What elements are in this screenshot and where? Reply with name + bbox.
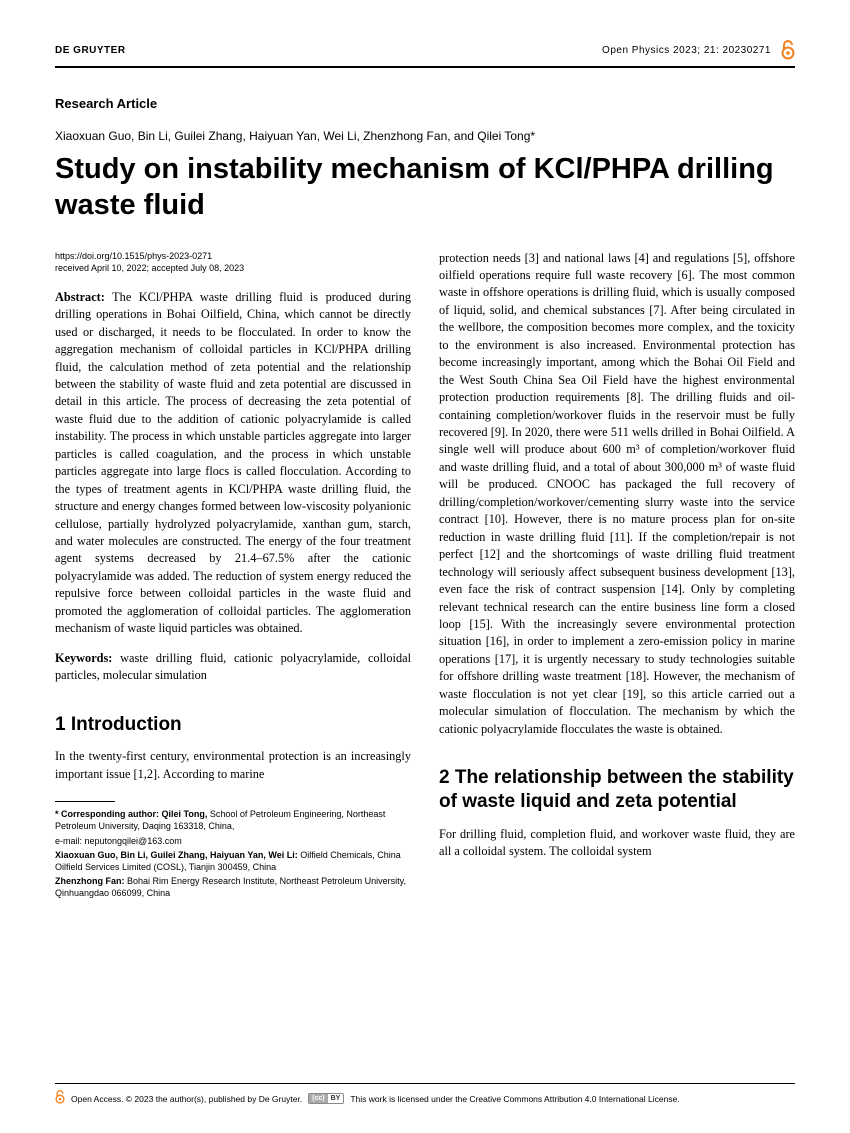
page-footer: Open Access. © 2023 the author(s), publi… <box>55 1083 795 1107</box>
footnotes: * Corresponding author: Qilei Tong, Scho… <box>55 808 411 899</box>
section-1-right-text: protection needs [3] and national laws [… <box>439 250 795 739</box>
affiliation-1: Xiaoxuan Guo, Bin Li, Guilei Zhang, Haiy… <box>55 849 411 873</box>
footnote-separator <box>55 801 115 802</box>
author-list: Xiaoxuan Guo, Bin Li, Guilei Zhang, Haiy… <box>55 129 795 143</box>
affiliation-2: Zhenzhong Fan: Bohai Rim Energy Research… <box>55 875 411 899</box>
corresponding-email: e-mail: neputongqilei@163.com <box>55 835 411 847</box>
open-access-text: Open Access. © 2023 the author(s), publi… <box>71 1094 302 1104</box>
abstract-label: Abstract: <box>55 290 105 304</box>
article-type: Research Article <box>55 96 795 111</box>
keywords-label: Keywords: <box>55 651 112 665</box>
right-column: protection needs [3] and national laws [… <box>439 250 795 902</box>
open-access-icon <box>781 40 795 60</box>
abstract: Abstract: The KCl/PHPA waste drilling fl… <box>55 289 411 638</box>
doi-link[interactable]: https://doi.org/10.1515/phys-2023-0271 <box>55 251 212 261</box>
left-column: https://doi.org/10.1515/phys-2023-0271 r… <box>55 250 411 902</box>
corresponding-author: * Corresponding author: Qilei Tong, Scho… <box>55 808 411 832</box>
section-1-heading: 1 Introduction <box>55 713 411 737</box>
header-right: Open Physics 2023; 21: 20230271 <box>602 40 795 60</box>
publisher-name: DE GRUYTER <box>55 45 126 56</box>
article-title: Study on instability mechanism of KCl/PH… <box>55 151 795 224</box>
page-header: DE GRUYTER Open Physics 2023; 21: 202302… <box>55 40 795 68</box>
cc-by-badge: (cc)BY <box>308 1093 344 1104</box>
doi-block: https://doi.org/10.1515/phys-2023-0271 r… <box>55 250 411 275</box>
open-access-small-icon <box>55 1090 65 1107</box>
keywords: Keywords: waste drilling fluid, cationic… <box>55 650 411 685</box>
content-columns: https://doi.org/10.1515/phys-2023-0271 r… <box>55 250 795 902</box>
article-dates: received April 10, 2022; accepted July 0… <box>55 263 244 273</box>
abstract-text: The KCl/PHPA waste drilling fluid is pro… <box>55 290 411 636</box>
license-text: This work is licensed under the Creative… <box>350 1094 679 1104</box>
section-2-heading: 2 The relationship between the stability… <box>439 766 795 814</box>
journal-reference: Open Physics 2023; 21: 20230271 <box>602 45 771 56</box>
section-2-right-text: For drilling fluid, completion fluid, an… <box>439 826 795 861</box>
section-1-left-text: In the twenty-first century, environment… <box>55 748 411 783</box>
affil1-names: Xiaoxuan Guo, Bin Li, Guilei Zhang, Haiy… <box>55 850 298 860</box>
corresponding-label: * Corresponding author: Qilei Tong, <box>55 809 207 819</box>
affil2-names: Zhenzhong Fan: <box>55 876 125 886</box>
